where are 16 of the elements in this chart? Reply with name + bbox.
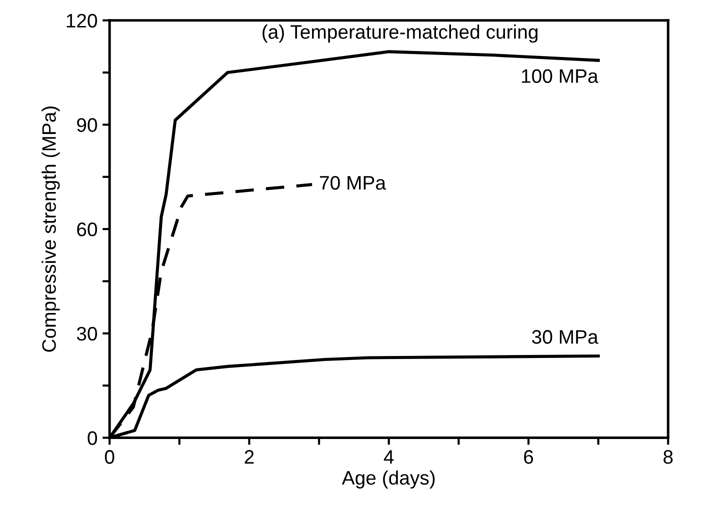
x-tick-label: 0 [104, 450, 114, 464]
y-axis-title: Compressive strength (MPa) [42, 106, 60, 352]
y-tick-label: 90 [77, 118, 98, 132]
series-label: 70 MPa [320, 176, 386, 190]
series-label: 100 MPa [522, 69, 598, 83]
annotation: (a) Temperature-matched curing [262, 24, 538, 43]
x-tick-label: 4 [384, 450, 394, 464]
x-tick-label: 6 [524, 450, 534, 464]
x-tick-label: 2 [244, 450, 254, 464]
y-tick-label: 0 [88, 431, 98, 445]
y-tick-label: 30 [76, 326, 98, 341]
x-tick-label: 8 [664, 450, 673, 464]
y-tick-label: 120 [66, 14, 98, 28]
y-tick-label: 60 [77, 222, 98, 236]
x-axis-title: Age (days) [342, 470, 435, 489]
series-label: 30 MPa [532, 330, 598, 344]
